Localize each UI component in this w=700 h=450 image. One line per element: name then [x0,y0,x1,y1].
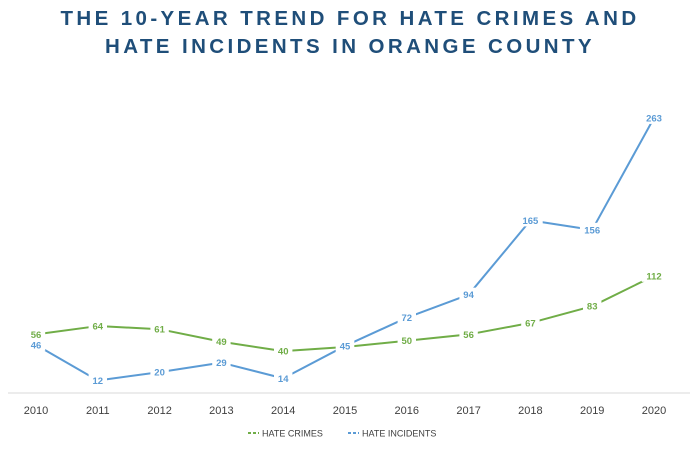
data-label: 64 [93,322,104,333]
data-label: 72 [402,313,413,324]
data-label-background [26,327,46,341]
data-label-background [150,365,169,379]
x-axis: 2010 2011 2012 2013 2014 2015 2016 2017 2018 2019… [8,392,690,417]
data-label-background [641,268,667,282]
x-tick-label: 2018 [518,405,542,417]
x-tick-label: 2010 [24,405,48,417]
data-label: 46 [31,340,42,351]
data-label: 67 [525,318,536,329]
legend: HATE CRIMES HATE INCIDENTS [248,429,436,439]
data-label-background [459,327,478,341]
data-label-background [579,222,605,236]
x-tick-label: 2013 [209,405,233,417]
data-label-background [641,110,667,124]
data-label-background [212,355,231,369]
data-label: 29 [216,358,227,369]
data-label-background [26,337,46,351]
data-label: 12 [93,376,104,387]
data-label-background [212,334,231,348]
data-label-background [459,287,478,301]
data-label-background [518,213,543,227]
chart-title-line-2: HATE INCIDENTS IN ORANGE COUNTY [105,35,595,58]
x-tick-label: 2014 [271,405,295,417]
data-labels: 5664614940445056678311246122029144572941… [26,110,667,387]
legend-item-hate-crimes: HATE CRIMES [248,429,323,439]
data-label-background [88,373,107,387]
x-tick-label: 2017 [456,405,480,417]
data-label: 50 [402,336,413,347]
data-label-background [335,338,355,352]
data-label-background [521,315,540,329]
x-tick-label: 2011 [86,405,110,417]
data-label: 263 [646,113,662,124]
legend-label: HATE CRIMES [262,429,323,439]
x-tick-label: 2016 [395,405,419,417]
data-label: 20 [154,368,165,379]
data-label-background [397,333,416,347]
data-label: 45 [340,341,351,352]
x-tick-label: 2015 [333,405,357,417]
chart-title-line-1: THE 10-YEAR TREND FOR HATE CRIMES AND [60,7,640,30]
data-label: 49 [216,337,227,348]
x-tick-label: 2020 [642,405,666,417]
data-label: 165 [522,216,539,227]
data-label: 112 [646,271,661,282]
data-label: 40 [278,347,289,358]
data-label: 56 [463,330,474,341]
data-label: 14 [278,374,289,385]
data-label: 56 [31,330,42,341]
data-label: 94 [463,290,474,301]
data-label-background [274,371,293,385]
data-label: 61 [154,325,165,336]
data-label-background [274,344,293,358]
data-label-background [88,319,107,333]
data-label-background [583,299,602,313]
data-label: 156 [584,225,600,236]
legend-label: HATE INCIDENTS [362,429,436,439]
data-label-background [397,310,416,324]
data-label-background [150,322,169,336]
x-tick-label: 2019 [580,405,604,417]
data-label: 83 [587,302,598,313]
x-tick-label: 2012 [147,405,171,417]
legend-item-hate-incidents: HATE INCIDENTS [348,429,436,439]
